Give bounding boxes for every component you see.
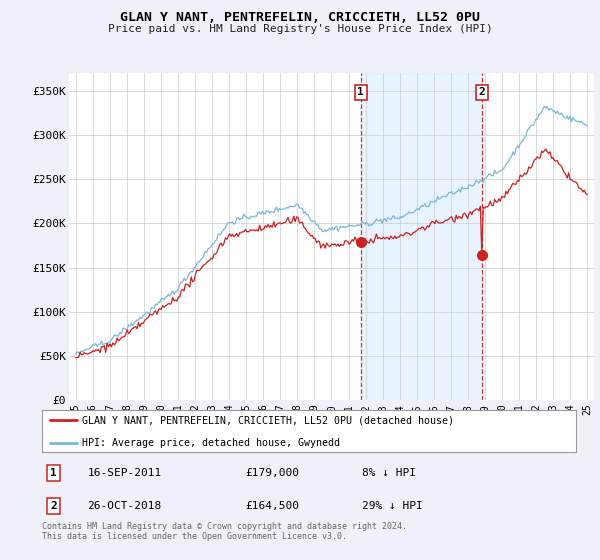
Text: £179,000: £179,000 [245,468,299,478]
Text: 2: 2 [478,87,485,97]
Text: Price paid vs. HM Land Registry's House Price Index (HPI): Price paid vs. HM Land Registry's House … [107,24,493,34]
Text: £164,500: £164,500 [245,501,299,511]
Text: 29% ↓ HPI: 29% ↓ HPI [362,501,423,511]
Text: 1: 1 [50,468,57,478]
Text: 8% ↓ HPI: 8% ↓ HPI [362,468,416,478]
Bar [361,73,482,400]
Text: 1: 1 [358,87,364,97]
Text: GLAN Y NANT, PENTREFELIN, CRICCIETH, LL52 0PU: GLAN Y NANT, PENTREFELIN, CRICCIETH, LL5… [120,11,480,24]
Text: Contains HM Land Registry data © Crown copyright and database right 2024.
This d: Contains HM Land Registry data © Crown c… [42,522,407,542]
Text: GLAN Y NANT, PENTREFELIN, CRICCIETH, LL52 0PU (detached house): GLAN Y NANT, PENTREFELIN, CRICCIETH, LL5… [82,415,454,425]
Text: HPI: Average price, detached house, Gwynedd: HPI: Average price, detached house, Gwyn… [82,438,340,448]
Text: 26-OCT-2018: 26-OCT-2018 [88,501,161,511]
Text: 16-SEP-2011: 16-SEP-2011 [88,468,161,478]
Text: 2: 2 [50,501,57,511]
